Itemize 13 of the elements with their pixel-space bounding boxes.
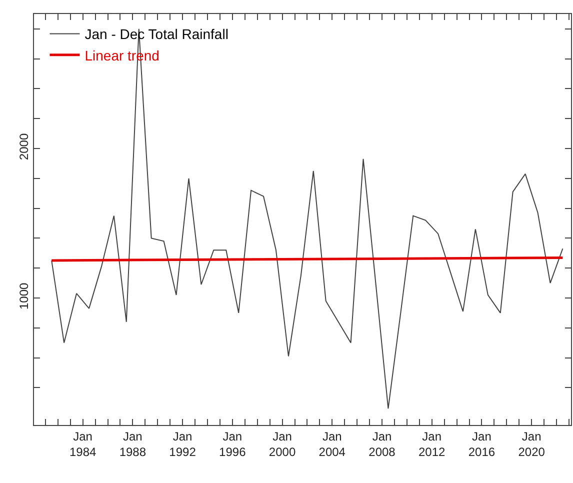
x-tick-label: Jan 2000 (268, 429, 296, 459)
x-tick-label: Jan 2004 (318, 429, 346, 459)
x-tick-label: Jan 1984 (69, 429, 96, 459)
y-tick-label: 1000 (17, 282, 32, 310)
x-tick-label: Jan 1988 (119, 429, 146, 459)
x-tick-label: Jan 2016 (468, 429, 496, 459)
line-series (51, 28, 564, 410)
x-tick-label: Jan 2020 (518, 429, 546, 459)
y-tick-label: 2000 (17, 133, 32, 160)
x-tick-label: Jan 1992 (169, 429, 196, 459)
x-tick-label: Jan 1996 (219, 429, 246, 459)
x-tick-label: Jan 2008 (368, 429, 396, 459)
x-tick-label: Jan 2012 (418, 429, 446, 459)
